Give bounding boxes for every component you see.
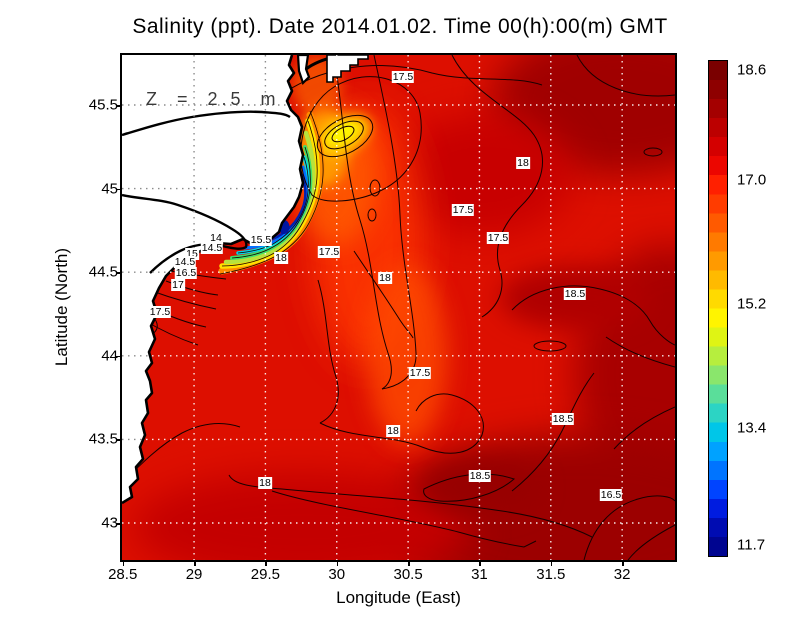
colorbar-tick-label: 15.2 <box>737 295 767 313</box>
colorbar-tick-label: 13.4 <box>737 419 767 437</box>
contour-label: 14.5 <box>173 256 197 268</box>
contour-label: 18 <box>386 425 400 437</box>
x-tick-label: 29.5 <box>250 566 280 583</box>
contour-label: 17.5 <box>317 246 341 258</box>
x-tick-mark <box>336 562 339 566</box>
contour-label: 18 <box>258 477 272 489</box>
contour-label: 16.5 <box>599 489 623 501</box>
x-tick-label: 30.5 <box>393 566 423 583</box>
coastline-peninsula <box>122 193 248 274</box>
x-axis-label: Longitude (East) <box>336 588 461 607</box>
contour-label: 18.5 <box>551 413 575 425</box>
plot-title: Salinity (ppt). Date 2014.01.02. Time 00… <box>132 15 668 38</box>
colorbar-tick-label: 11.7 <box>737 536 766 554</box>
y-axis-label: Latitude (North) <box>52 247 71 367</box>
x-tick-label: 31 <box>471 566 488 583</box>
x-tick-mark <box>622 562 624 566</box>
contour-label: 17.5 <box>408 367 432 379</box>
contour-label: 17.5 <box>486 232 510 244</box>
contour-label: 14.5 <box>200 242 224 254</box>
contour-label: 18 <box>516 157 530 169</box>
x-tick-label: 32 <box>613 566 631 583</box>
depth-annotation: Z = 2.5 m <box>146 89 280 109</box>
y-tick-mark <box>116 188 120 191</box>
salinity-map <box>122 55 675 560</box>
contour-label: 18 <box>274 252 288 264</box>
x-tick-label: 31.5 <box>536 566 566 583</box>
coastline-lagoon <box>122 110 291 137</box>
contour-label: 14 <box>209 232 223 244</box>
y-tick-mark <box>116 523 120 525</box>
x-tick-mark <box>408 562 410 566</box>
contour-label: 15.5 <box>249 234 273 246</box>
contour-label: 17 <box>171 279 185 291</box>
x-tick-label: 30 <box>328 566 346 583</box>
y-tick-mark <box>116 355 120 358</box>
sea-colour-field <box>122 55 675 560</box>
contour-label: 17.5 <box>451 204 475 216</box>
y-tick-mark <box>116 105 120 107</box>
gridline-layer <box>122 55 675 560</box>
y-tick-label: 43.5 <box>88 430 118 448</box>
x-tick-mark <box>550 562 553 566</box>
y-tick-mark <box>116 439 120 441</box>
colorbar-tick-label: 18.6 <box>737 61 767 79</box>
colorbar <box>708 60 728 557</box>
y-tick-label: 44 <box>101 347 118 365</box>
y-tick-label: 45.5 <box>88 96 118 114</box>
y-tick-label: 43 <box>101 514 118 532</box>
x-tick-mark <box>479 562 481 566</box>
y-tick-label: 44.5 <box>88 263 118 281</box>
map-plot-area: Z = 2.5 m 17.5 18 17.5 17.5 15.5 14 14.5 15 18 17… <box>120 53 677 562</box>
y-axis-ticks: 45.5 45 44.5 44 43.5 43 <box>72 53 118 562</box>
contour-label: 18.5 <box>468 470 492 482</box>
x-axis-ticks: 28.5 29 29.5 30 30.5 31 31.5 32 <box>108 566 677 586</box>
colorbar-tick-label: 17.0 <box>737 171 767 189</box>
river-mouth <box>296 55 311 86</box>
contour-label: 18 <box>378 272 392 284</box>
x-tick-mark <box>194 562 196 566</box>
contour-label: 17.5 <box>391 71 415 83</box>
contour-label: 17.5 <box>148 306 172 318</box>
y-tick-label: 45 <box>101 180 118 198</box>
contour-label: 18.5 <box>563 288 587 300</box>
contour-label: 16.5 <box>174 267 198 279</box>
x-tick-label: 29 <box>185 566 203 583</box>
x-tick-mark <box>265 562 267 566</box>
x-tick-mark <box>122 562 125 566</box>
y-tick-mark <box>116 272 120 274</box>
x-tick-label: 28.5 <box>108 566 138 583</box>
